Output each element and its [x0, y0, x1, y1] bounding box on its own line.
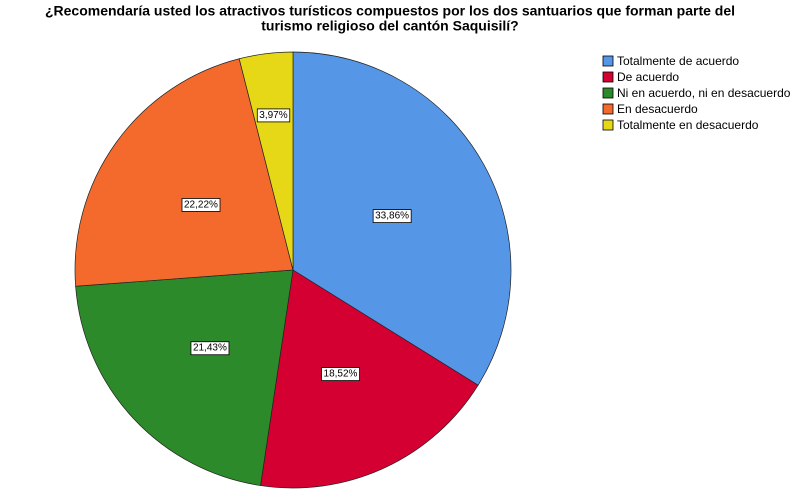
data-label-box [181, 198, 221, 212]
legend-label: Ni en acuerdo, ni en desacuerdo [617, 86, 791, 100]
pie-slice [260, 269, 479, 489]
data-label: 18,52% [324, 369, 358, 380]
chart-title: ¿Recomendaría usted los atractivos turís… [45, 3, 735, 19]
pie-slice [75, 269, 294, 486]
pie-slice [74, 58, 294, 287]
legend-swatch [602, 119, 614, 131]
data-label: 3,97% [259, 110, 287, 121]
legend-swatch [602, 103, 614, 115]
data-label: 21,43% [193, 343, 227, 354]
data-label: 33,86% [375, 211, 409, 222]
legend-label: Totalmente de acuerdo [617, 54, 739, 68]
data-label-box [321, 367, 360, 381]
legend-swatch [602, 55, 614, 67]
legend-label: En desacuerdo [617, 102, 698, 116]
data-label-box [372, 209, 412, 223]
pie-slice [238, 51, 294, 271]
legend-swatch [602, 87, 614, 99]
data-label-box [256, 108, 291, 123]
chart-title: turismo religioso del cantón Saquisilí? [261, 18, 518, 34]
legend-label: De acuerdo [617, 70, 679, 84]
legend-label: Totalmente en desacuerdo [617, 118, 759, 132]
legend-swatch [602, 71, 614, 83]
data-label-box [190, 341, 230, 356]
data-label: 22,22% [184, 199, 218, 210]
